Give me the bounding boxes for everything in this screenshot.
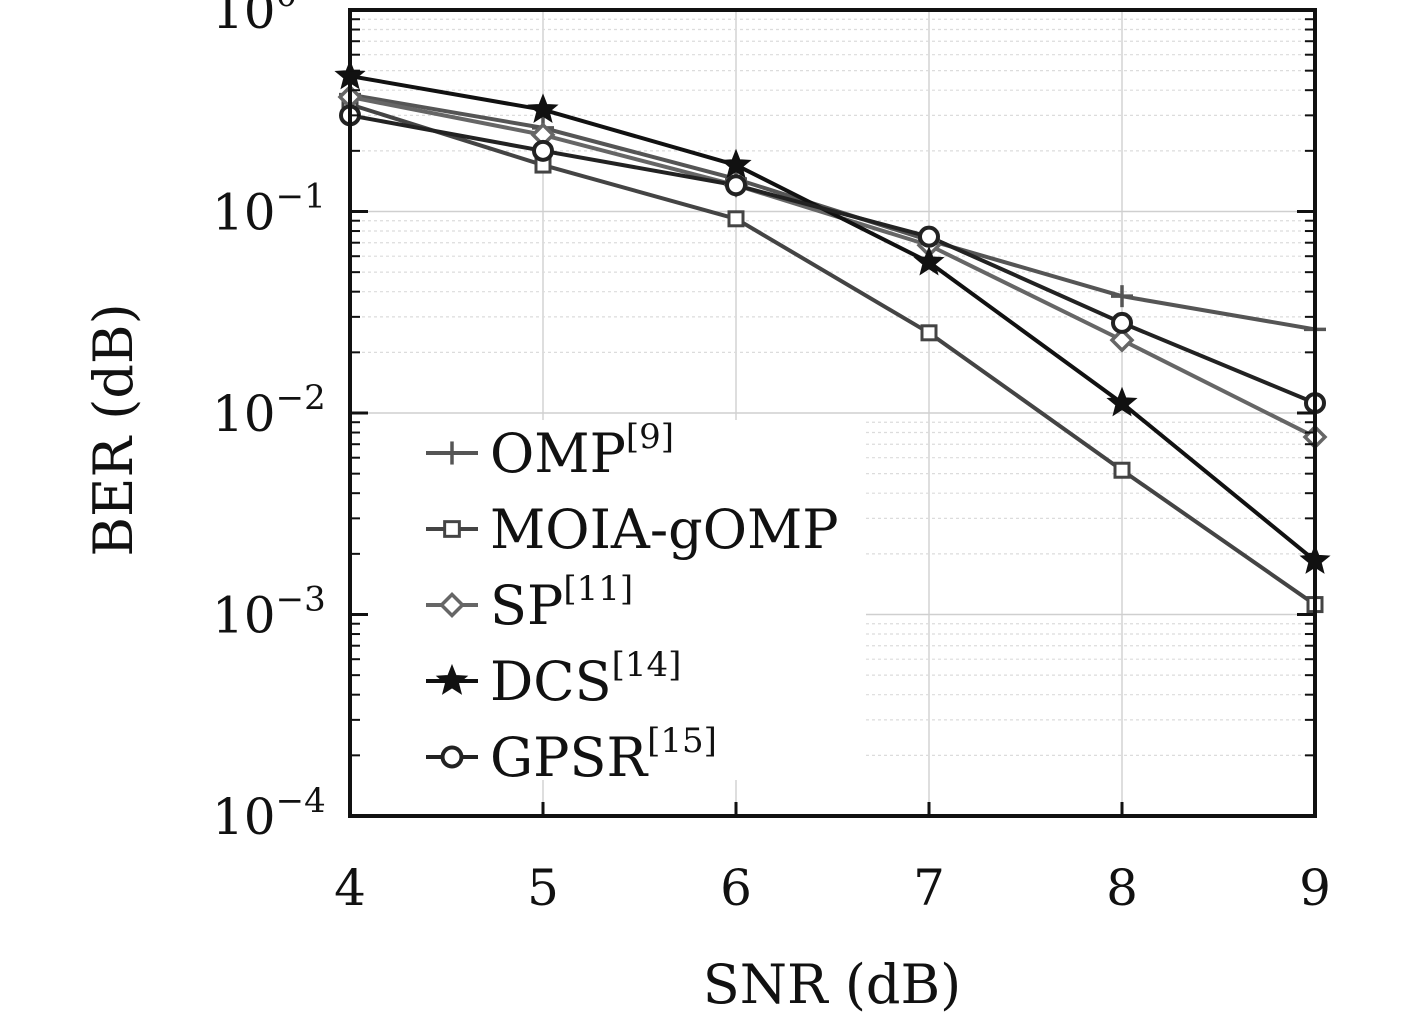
y-tick-exponent: 0 [276, 0, 298, 15]
y-tick-exponent: −3 [276, 580, 326, 620]
legend-series-ref: [11] [563, 569, 633, 609]
x-tick-label: 7 [913, 859, 945, 917]
data-point-moia-gomp [1113, 461, 1131, 479]
legend-series-name: SP [490, 574, 563, 637]
data-point-moia-gomp [727, 210, 745, 228]
x-axis-label: SNR (dB) [703, 953, 961, 1016]
series-line-gpsr [350, 113, 1315, 405]
series-line-moia-gomp [350, 102, 1315, 607]
legend-item-label: SP[11] [490, 569, 633, 637]
data-point-sp [1109, 327, 1135, 353]
x-tick-label: 4 [334, 859, 366, 917]
y-tick-exponent: −4 [276, 781, 326, 821]
legend-series-name: OMP [490, 422, 626, 485]
legend-series-ref: [9] [626, 417, 674, 457]
y-tick-label: 10−1 [212, 177, 326, 242]
axis-ticks: 45678910010−110−210−310−4 [212, 0, 1331, 917]
data-point-omp [1111, 285, 1133, 308]
data-point-dcs [1106, 386, 1138, 417]
data-point-gpsr [918, 225, 940, 248]
x-tick-label: 5 [527, 859, 559, 917]
x-tick-label: 8 [1106, 859, 1138, 917]
legend: OMP[9] MOIA-gOMP SP[11] DCS[14] GPSR[15] [426, 417, 839, 789]
y-tick-base: 10 [212, 587, 276, 645]
data-point-gpsr [725, 174, 747, 197]
legend-item-label: OMP[9] [490, 417, 674, 485]
legend-series-ref: [15] [647, 721, 717, 761]
legend-item-label: GPSR[15] [490, 721, 717, 789]
y-tick-label: 100 [212, 0, 297, 40]
legend-item-label: DCS[14] [490, 645, 681, 713]
y-tick-exponent: −1 [276, 177, 326, 217]
y-tick-label: 10−4 [212, 781, 326, 846]
x-tick-label: 6 [720, 859, 752, 917]
legend-circle-icon [440, 745, 464, 769]
series-group [350, 74, 1315, 607]
legend-series-name: DCS [490, 650, 612, 713]
y-tick-base: 10 [212, 385, 276, 443]
x-tick-label: 9 [1299, 859, 1331, 917]
data-point-moia-gomp [920, 324, 938, 342]
data-point-gpsr [532, 139, 554, 162]
y-tick-label: 10−2 [212, 378, 326, 443]
data-point-gpsr [1111, 311, 1133, 334]
y-tick-exponent: −2 [276, 378, 326, 418]
legend-series-ref: [14] [612, 645, 682, 685]
y-tick-base: 10 [212, 788, 276, 846]
legend-square-icon [443, 520, 461, 538]
series-line-dcs [350, 74, 1315, 563]
y-tick-base: 10 [212, 0, 276, 40]
legend-background [356, 420, 866, 780]
legend-item-label: MOIA-gOMP [490, 498, 839, 561]
y-axis-label: BER (dB) [82, 303, 145, 556]
data-point-dcs [913, 245, 945, 276]
legend-star-icon [435, 663, 469, 695]
y-tick-label: 10−3 [212, 580, 326, 645]
y-tick-base: 10 [212, 184, 276, 242]
data-point-dcs [720, 148, 752, 179]
legend-diamond-icon [439, 592, 465, 618]
legend-plus-icon [440, 441, 464, 465]
data-point-dcs [527, 93, 559, 123]
legend-box [356, 420, 866, 780]
legend-series-name: GPSR [490, 726, 648, 789]
legend-series-name: MOIA-gOMP [490, 498, 839, 561]
